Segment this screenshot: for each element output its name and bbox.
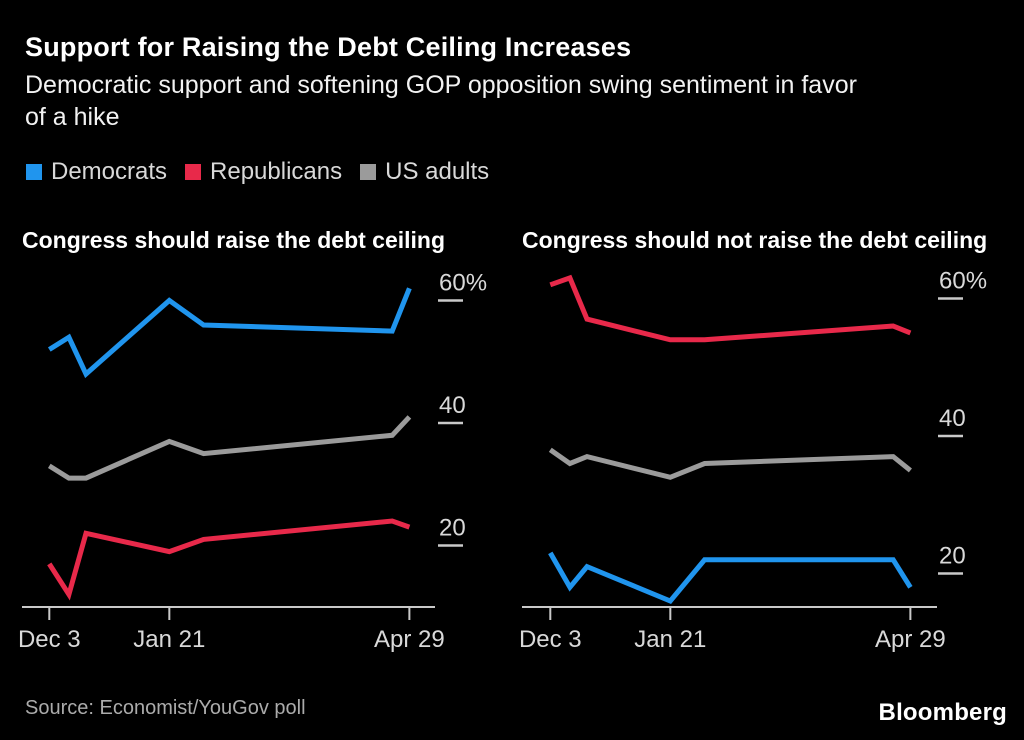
right-line-democrats bbox=[548, 551, 913, 605]
source-credit: Source: Economist/YouGov poll bbox=[25, 697, 306, 719]
subtitle-line-2: of a hike bbox=[25, 103, 120, 131]
legend-label-republicans: Republicans bbox=[210, 158, 343, 185]
bloomberg-logo: Bloomberg bbox=[878, 699, 1007, 726]
right-y-tick-label: 40 bbox=[939, 405, 966, 432]
left-line-us-adults bbox=[47, 415, 412, 481]
legend-item-democrats: Democrats bbox=[26, 158, 167, 186]
left-line-republicans bbox=[47, 518, 411, 601]
right-x-tick-label: Jan 21 bbox=[634, 626, 706, 653]
legend-item-us-adults: US adults bbox=[360, 158, 489, 186]
right-y-tick-label: 60% bbox=[939, 268, 987, 295]
left-x-tick-label: Apr 29 bbox=[374, 626, 445, 653]
chart-legend: Democrats Republicans US adults bbox=[26, 158, 507, 186]
democrats-swatch-icon bbox=[26, 164, 42, 180]
left-y-tick-label: 40 bbox=[439, 392, 466, 419]
chart-subtitle: Democratic support and softening GOP opp… bbox=[25, 69, 857, 133]
left-panel-title: Congress should raise the debt ceiling bbox=[22, 227, 446, 253]
left-y-tick-label: 20 bbox=[439, 515, 466, 542]
left-x-tick-label: Dec 3 bbox=[18, 626, 81, 653]
right-x-tick-label: Dec 3 bbox=[519, 626, 582, 653]
left-line-democrats bbox=[47, 287, 412, 379]
legend-label-us-adults: US adults bbox=[385, 158, 490, 185]
legend-label-democrats: Democrats bbox=[51, 158, 168, 185]
right-line-us-adults bbox=[548, 447, 912, 480]
subtitle-line-1: Democratic support and softening GOP opp… bbox=[25, 71, 857, 99]
legend-item-republicans: Republicans bbox=[185, 158, 342, 186]
right-x-tick-label: Apr 29 bbox=[875, 626, 946, 653]
page-title: Support for Raising the Debt Ceiling Inc… bbox=[25, 32, 632, 62]
us-adults-swatch-icon bbox=[360, 164, 377, 180]
right-line-republicans bbox=[549, 274, 912, 343]
right-y-tick-label: 20 bbox=[939, 543, 966, 570]
right-panel-title: Congress should not raise the debt ceili… bbox=[522, 227, 988, 253]
republicans-swatch-icon bbox=[185, 164, 202, 180]
left-x-tick-label: Jan 21 bbox=[133, 626, 205, 653]
left-y-tick-label: 60% bbox=[439, 270, 487, 297]
